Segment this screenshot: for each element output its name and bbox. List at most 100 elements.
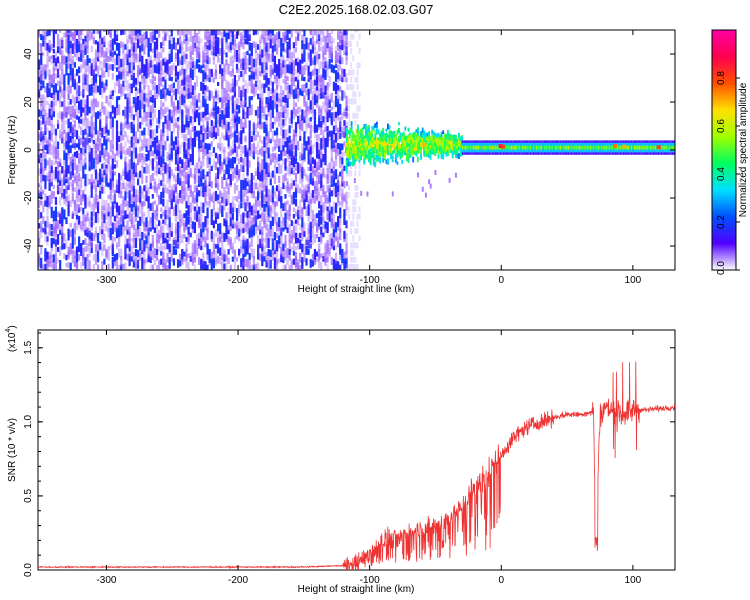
heatmap-cell: [90, 182, 93, 190]
heatmap-cell: [320, 152, 323, 161]
heatmap-cell: [200, 100, 203, 110]
heatmap-cell: [65, 254, 68, 261]
heatmap-cell: [170, 110, 173, 120]
heatmap-cell: [273, 192, 277, 199]
heatmap-cell: [145, 35, 148, 48]
heatmap-cell: [313, 30, 317, 36]
heatmap-cell: [216, 153, 220, 163]
heatmap-cell: [158, 30, 161, 38]
heatmap-cell: [223, 263, 226, 270]
heatmap-cell: [206, 74, 209, 82]
heatmap-cell: [153, 82, 157, 90]
heatmap-cell: [326, 69, 329, 78]
heatmap-cell: [254, 109, 258, 116]
heatmap-cell: [176, 60, 180, 66]
heatmap-cell: [353, 150, 356, 154]
heatmap-cell: [229, 118, 232, 125]
heatmap-cell: [38, 199, 41, 209]
heatmap-cell: [166, 164, 169, 173]
heatmap-cell: [294, 69, 298, 76]
heatmap-cell: [59, 246, 62, 256]
heatmap-cell: [303, 198, 306, 206]
heatmap-cell: [269, 110, 272, 119]
heatmap-cell: [303, 189, 306, 201]
heatmap-cell: [354, 242, 357, 249]
heatmap-cell: [242, 239, 245, 249]
heatmap-cell: [297, 79, 300, 90]
heatmap-cell: [204, 113, 207, 121]
heatmap-cell: [115, 108, 119, 116]
heatmap-cell: [261, 238, 264, 247]
heatmap-cell: [307, 105, 310, 112]
heatmap-cell: [238, 190, 241, 200]
heatmap-cell: [341, 143, 344, 151]
heatmap-cell: [122, 51, 125, 63]
heatmap-cell: [84, 58, 87, 66]
heatmap-cell: [301, 118, 304, 126]
heatmap-cell: [124, 244, 127, 254]
heatmap-cell: [334, 222, 338, 233]
heatmap-cell: [233, 221, 237, 228]
heatmap-cell: [223, 94, 226, 103]
heatmap-cell: [158, 229, 161, 240]
heatmap-cell: [80, 126, 83, 136]
heatmap-cell: [164, 140, 167, 151]
heatmap-cell: [155, 92, 159, 100]
heatmap-cell: [176, 152, 180, 165]
heatmap-cell: [69, 182, 72, 187]
heatmap-cell: [96, 264, 100, 270]
heatmap-cell: [38, 151, 41, 160]
heatmap-cell: [160, 213, 163, 219]
heatmap-cell: [179, 96, 182, 108]
heatmap-cell: [320, 120, 323, 128]
heatmap-cell: [315, 76, 319, 86]
heatmap-cell: [352, 160, 355, 167]
heatmap-cell: [343, 40, 346, 51]
heatmap-cell: [187, 74, 190, 83]
heatmap-cell: [368, 137, 370, 143]
heatmap-cell: [231, 148, 234, 155]
heatmap-cell: [113, 222, 117, 232]
heatmap-cell: [345, 33, 348, 40]
heatmap-cell: [141, 208, 144, 220]
heatmap-cell: [254, 77, 258, 84]
heatmap-cell: [107, 63, 110, 71]
heatmap-cell: [225, 261, 228, 270]
heatmap-cell: [61, 226, 64, 238]
heatmap-cell: [69, 106, 72, 117]
heatmap-cell: [132, 124, 135, 137]
heatmap-cell: [294, 134, 298, 145]
heatmap-cell: [44, 144, 47, 151]
heatmap-cell: [214, 125, 218, 134]
heatmap-cell: [257, 30, 260, 35]
heatmap-cell: [309, 108, 312, 114]
heatmap-cell: [339, 264, 342, 270]
heatmap-cell: [214, 64, 218, 74]
heatmap-cell: [358, 48, 361, 54]
heatmap-cell: [221, 38, 224, 50]
heatmap-cell: [189, 202, 192, 213]
heatmap-cell: [364, 147, 367, 153]
heatmap-cell: [130, 256, 133, 262]
heatmap-cell: [229, 56, 232, 67]
heatmap-cell: [105, 167, 108, 177]
heatmap-cell: [124, 73, 127, 84]
heatmap-cell: [368, 130, 370, 136]
heatmap-cell: [318, 81, 321, 92]
heatmap-cell: [172, 141, 175, 151]
heatmap-cell: [128, 49, 131, 58]
heatmap-cell: [332, 206, 336, 216]
heatmap-cell: [187, 87, 190, 99]
heatmap-cell: [248, 141, 251, 151]
heatmap-cell: [246, 223, 249, 234]
heatmap-cell: [294, 36, 298, 47]
heatmap-cell: [38, 68, 41, 78]
heatmap-cell: [292, 150, 295, 157]
heatmap-cell: [221, 95, 224, 104]
heatmap-cell: [136, 254, 140, 266]
heatmap-cell: [364, 141, 367, 146]
heatmap-cell: [122, 215, 125, 227]
heatmap-cell: [345, 30, 348, 33]
heatmap-cell: [166, 30, 169, 36]
heatmap-cell: [40, 34, 43, 41]
